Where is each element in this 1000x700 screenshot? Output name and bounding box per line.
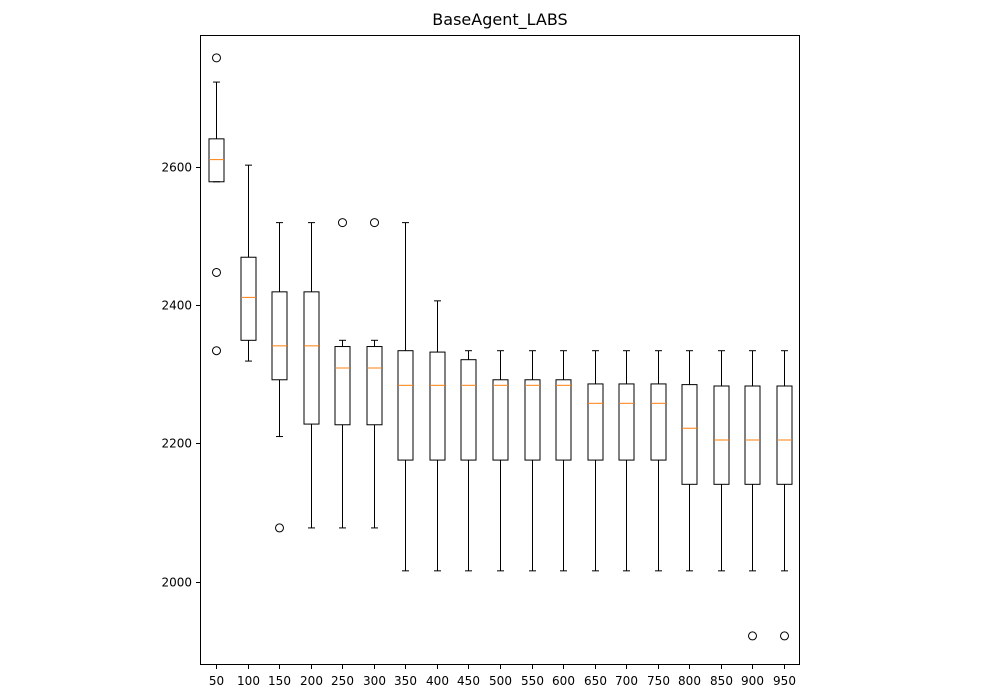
x-tick-label: 100 [237,674,260,688]
box-650 [587,350,604,572]
iqr-box [776,385,793,485]
iqr-box [240,256,257,341]
outlier-point [212,53,221,63]
box-850 [713,350,730,572]
box-700 [618,350,635,572]
outlier-point [370,218,379,228]
iqr-box [271,291,288,381]
x-tick-label: 350 [394,674,417,688]
box-800 [681,350,698,572]
box-100 [240,164,257,362]
outlier-point [212,346,221,356]
y-tick-label: 2000 [161,576,192,590]
y-tick-label: 2600 [161,161,192,175]
box-200 [303,222,320,529]
chart-title: BaseAgent_LABS [432,10,568,29]
x-tick-label: 50 [209,674,224,688]
box-250 [334,218,351,529]
x-tick-label: 650 [584,674,607,688]
iqr-box [366,346,383,426]
box-50 [208,53,225,356]
x-tick-label: 450 [457,674,480,688]
box-950 [776,350,793,641]
iqr-box [681,384,698,485]
x-tick-label: 550 [521,674,544,688]
box-550 [524,350,541,572]
outlier-point [338,218,347,228]
box-900 [744,350,761,641]
iqr-box [744,385,761,485]
outlier-point [748,631,757,641]
x-tick-label: 900 [741,674,764,688]
box-600 [555,350,572,572]
box-150 [271,222,288,533]
x-tick-label: 500 [489,674,512,688]
iqr-box [460,359,477,461]
y-axis: 2000 2200 2400 2600 [161,161,200,590]
iqr-box [429,351,446,461]
outlier-point [212,267,221,277]
x-tick-label: 600 [552,674,575,688]
box-350 [397,222,414,572]
x-tick-label: 700 [615,674,638,688]
box-750 [650,350,667,572]
iqr-box [208,138,225,183]
iqr-box [650,383,667,461]
iqr-box [397,350,414,461]
x-tick-label: 850 [710,674,733,688]
x-tick-label: 950 [773,674,796,688]
x-tick-label: 250 [331,674,354,688]
outlier-point [275,523,284,533]
x-tick-label: 750 [647,674,670,688]
y-tick-label: 2200 [161,437,192,451]
x-axis: 50 100 150 200 250 300 350 400 450 500 550 600 650 70… [209,665,796,688]
iqr-box [618,383,635,461]
box-450 [460,350,477,572]
x-tick-label: 400 [426,674,449,688]
iqr-box [492,379,509,461]
boxes-group [208,53,793,641]
y-tick-label: 2400 [161,299,192,313]
iqr-box [524,379,541,461]
plot-area-frame [200,35,800,665]
iqr-box [334,346,351,426]
x-tick-label: 300 [363,674,386,688]
x-tick-label: 800 [678,674,701,688]
x-tick-label: 150 [268,674,291,688]
box-300 [366,218,383,529]
box-500 [492,350,509,572]
outlier-point [780,631,789,641]
iqr-box [587,383,604,461]
iqr-box [303,291,320,425]
box-400 [429,300,446,572]
x-tick-label: 200 [300,674,323,688]
iqr-box [555,379,572,461]
iqr-box [713,385,730,485]
